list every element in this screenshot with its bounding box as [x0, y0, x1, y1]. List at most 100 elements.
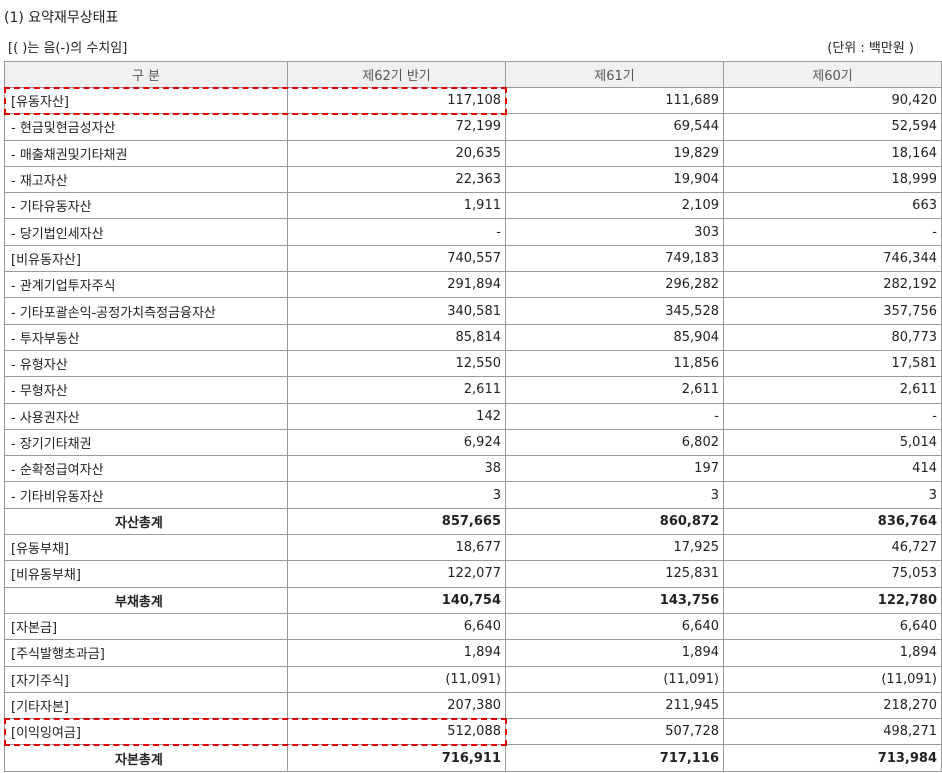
- row-label: - 매출채권및기타채권: [4, 139, 288, 167]
- row-label: [유동부채]: [4, 534, 288, 562]
- row-label: - 기타포괄손익-공정가치측정금융자산: [4, 297, 288, 325]
- row-label: - 기타비유동자산: [4, 481, 288, 509]
- value-cell: 17,581: [723, 349, 942, 378]
- value-cell: 1,894: [505, 639, 724, 667]
- table-row: [비유동부채] 122,077 125,831 75,053: [4, 560, 942, 588]
- value-cell: 218,270: [723, 691, 942, 720]
- table-row: - 기타포괄손익-공정가치측정금융자산 340,581 345,528 357,756: [4, 297, 942, 325]
- row-label: 자산총계: [4, 507, 288, 536]
- value-cell: 38: [287, 455, 506, 483]
- row-label: 자본총계: [4, 744, 288, 772]
- value-cell: 2,611: [505, 376, 724, 404]
- table-row: - 관계기업투자주식 291,894 296,282 282,192: [4, 271, 942, 299]
- value-cell: 713,984: [723, 744, 942, 772]
- value-cell: 142: [287, 402, 506, 430]
- table-row: - 재고자산 22,363 19,904 18,999: [4, 165, 942, 194]
- row-label: [자기주식]: [4, 665, 288, 693]
- value-cell: 512,088: [287, 718, 506, 746]
- header-period-61: 제61기: [505, 61, 724, 88]
- value-cell: 303: [505, 218, 724, 246]
- value-cell: 6,640: [723, 612, 942, 641]
- value-cell: 85,904: [505, 323, 724, 351]
- value-cell: 746,344: [723, 244, 942, 273]
- table-row: [기타자본] 207,380 211,945 218,270: [4, 691, 942, 720]
- row-label: - 유형자산: [4, 349, 288, 378]
- value-cell: 122,077: [287, 560, 506, 588]
- table-row: - 유형자산 12,550 11,856 17,581: [4, 349, 942, 378]
- table-row: - 매출채권및기타채권 20,635 19,829 18,164: [4, 139, 942, 167]
- table-row: [자기주식] (11,091) (11,091) (11,091): [4, 665, 942, 693]
- value-cell: 296,282: [505, 271, 724, 299]
- row-label: [비유동자산]: [4, 244, 288, 273]
- value-cell: -: [723, 402, 942, 430]
- value-cell: 18,999: [723, 165, 942, 194]
- unit-label: (단위 : 백만원 ): [827, 41, 914, 56]
- value-cell: 75,053: [723, 560, 942, 588]
- header-period-62: 제62기 반기: [287, 61, 506, 88]
- value-cell: 6,640: [505, 612, 724, 641]
- value-cell: 507,728: [505, 718, 724, 746]
- value-cell: 6,802: [505, 428, 724, 457]
- value-cell: 46,727: [723, 534, 942, 562]
- table-row: - 사용권자산 142- -: [4, 402, 942, 430]
- value-cell: 340,581: [287, 297, 506, 325]
- section-title: (1) 요약재무상태표: [4, 10, 119, 26]
- table-row: - 기타유동자산 1,911 2,109 663: [4, 192, 942, 220]
- row-label: - 재고자산: [4, 165, 288, 194]
- row-label: - 기타유동자산: [4, 192, 288, 220]
- value-cell: 749,183: [505, 244, 724, 273]
- value-cell: 85,814: [287, 323, 506, 351]
- row-label: [주식발행초과금]: [4, 639, 288, 667]
- value-cell: 18,164: [723, 139, 942, 167]
- table-row: - 순확정급여자산 38 197 414: [4, 455, 942, 483]
- value-cell: 5,014: [723, 428, 942, 457]
- row-label: - 순확정급여자산: [4, 455, 288, 483]
- row-label: [이익잉여금]: [4, 718, 288, 746]
- row-label: - 당기법인세자산: [4, 218, 288, 246]
- value-cell: 17,925: [505, 534, 724, 562]
- value-cell: (11,091): [723, 665, 942, 693]
- table-row: - 장기기타채권 6,924 6,802 5,014: [4, 428, 942, 457]
- table-row: - 당기법인세자산 -303-: [4, 218, 942, 246]
- value-cell: -: [723, 218, 942, 246]
- value-cell: 2,611: [723, 376, 942, 404]
- value-cell: 1,894: [723, 639, 942, 667]
- value-cell: (11,091): [287, 665, 506, 693]
- header-category: 구 분: [4, 61, 288, 88]
- value-cell: 18,677: [287, 534, 506, 562]
- value-cell: 207,380: [287, 691, 506, 720]
- row-label: - 투자부동산: [4, 323, 288, 351]
- table-row: [유동부채] 18,677 17,925 46,727: [4, 534, 942, 562]
- value-cell: 3: [287, 481, 506, 509]
- value-cell: -: [287, 218, 506, 246]
- balance-sheet-table: 구 분 제62기 반기 제61기 제60기 [유동자산] 117,108 111,6…: [4, 61, 942, 772]
- table-row: - 투자부동산 85,814 85,904 80,773: [4, 323, 942, 351]
- total-row: 자본총계 716,911 717,116 713,984: [4, 744, 942, 772]
- value-cell: 12,550: [287, 349, 506, 378]
- value-cell: 2,109: [505, 192, 724, 220]
- value-cell: 52,594: [723, 113, 942, 141]
- value-cell: -: [505, 402, 724, 430]
- value-cell: 6,640: [287, 612, 506, 641]
- value-cell: 716,911: [287, 744, 506, 772]
- table-row: - 기타비유동자산 3 3 3: [4, 481, 942, 509]
- total-row: 부채총계 140,754 143,756 122,780: [4, 586, 942, 614]
- table-row: [유동자산] 117,108 111,689 90,420: [4, 86, 942, 115]
- table-row: - 현금및현금성자산 72,199 69,544 52,594: [4, 113, 942, 141]
- value-cell: 414: [723, 455, 942, 483]
- value-cell: 117,108: [287, 86, 506, 115]
- negative-value-note: [( )는 음(-)의 수치임]: [8, 41, 128, 56]
- value-cell: 282,192: [723, 271, 942, 299]
- table-header-row: 구 분 제62기 반기 제61기 제60기: [4, 61, 942, 88]
- value-cell: 6,924: [287, 428, 506, 457]
- value-cell: 125,831: [505, 560, 724, 588]
- value-cell: 357,756: [723, 297, 942, 325]
- value-cell: 1,894: [287, 639, 506, 667]
- value-cell: 143,756: [505, 586, 724, 614]
- total-row: 자산총계 857,665 860,872 836,764: [4, 507, 942, 536]
- value-cell: 1,911: [287, 192, 506, 220]
- value-cell: 19,829: [505, 139, 724, 167]
- value-cell: 122,780: [723, 586, 942, 614]
- table-row: [비유동자산] 740,557 749,183 746,344: [4, 244, 942, 273]
- value-cell: 20,635: [287, 139, 506, 167]
